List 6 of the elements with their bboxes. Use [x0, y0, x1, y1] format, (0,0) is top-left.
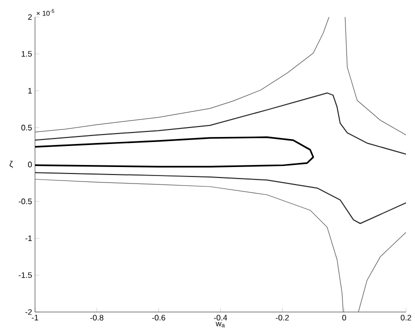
line-series — [358, 232, 406, 312]
line-series — [35, 178, 344, 312]
line-series — [35, 16, 330, 132]
line-series — [35, 172, 406, 224]
line-series — [344, 16, 406, 136]
line-series — [35, 92, 406, 155]
